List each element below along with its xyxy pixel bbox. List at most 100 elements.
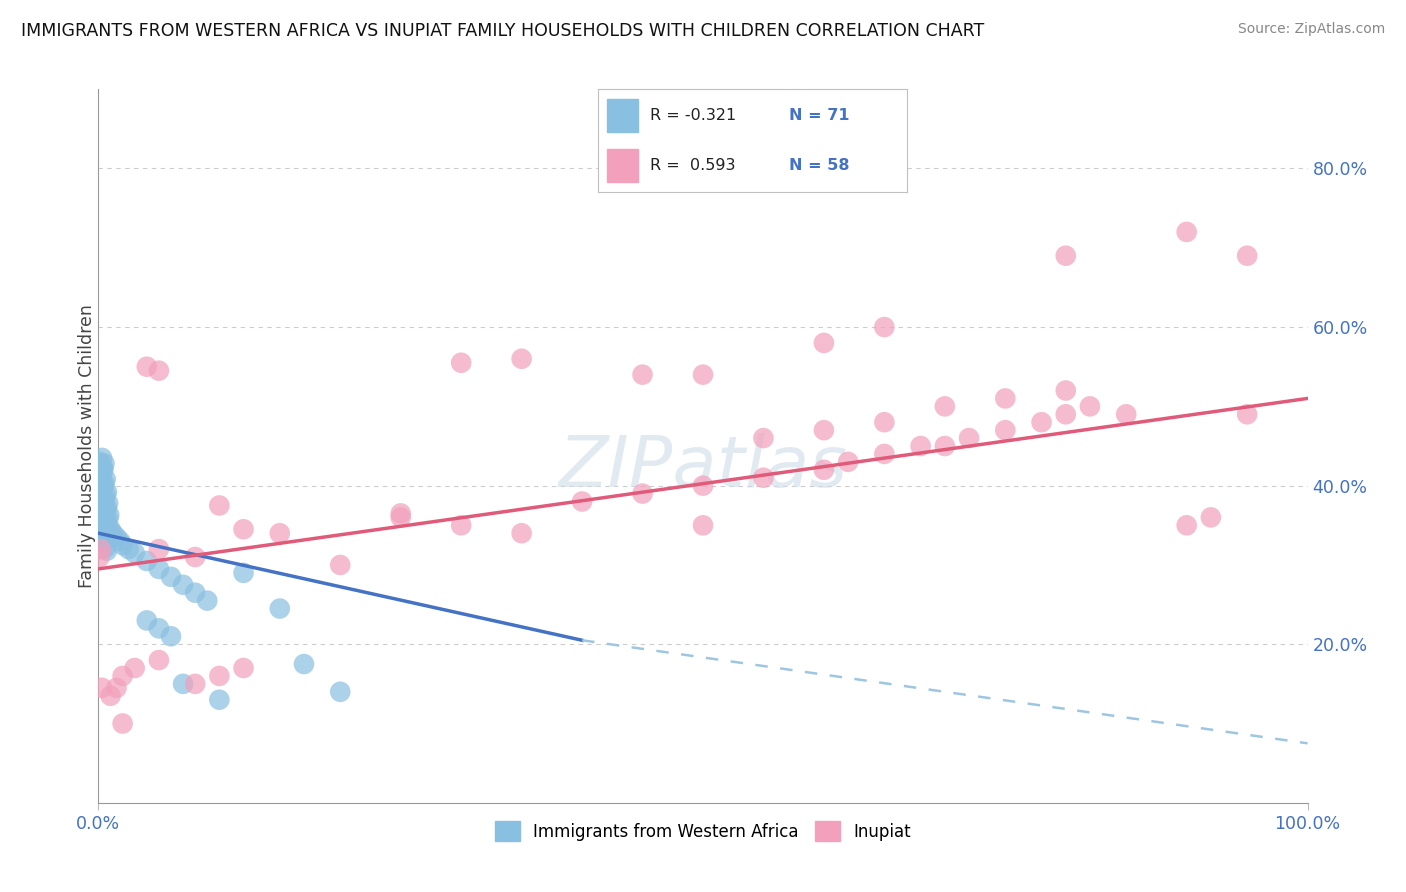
Point xyxy=(184,585,207,599)
Point xyxy=(108,534,131,549)
Text: Source: ZipAtlas.com: Source: ZipAtlas.com xyxy=(1237,22,1385,37)
Point xyxy=(91,483,114,497)
Point xyxy=(994,423,1017,437)
Point xyxy=(97,521,120,535)
Point xyxy=(208,669,231,683)
Point xyxy=(90,507,112,521)
Point xyxy=(97,512,120,526)
Point xyxy=(1054,407,1077,421)
Text: R =  0.593: R = 0.593 xyxy=(650,158,735,173)
Point xyxy=(94,488,117,502)
Point xyxy=(90,538,112,552)
Point xyxy=(89,542,111,557)
Y-axis label: Family Households with Children: Family Households with Children xyxy=(79,304,96,588)
Point xyxy=(98,508,121,522)
Point xyxy=(100,530,122,544)
Point xyxy=(571,494,593,508)
Point xyxy=(692,368,714,382)
Point xyxy=(873,447,896,461)
Point xyxy=(91,510,114,524)
Point xyxy=(160,629,183,643)
Point xyxy=(101,526,124,541)
Point xyxy=(329,558,352,572)
Point xyxy=(97,496,120,510)
Point xyxy=(1199,510,1222,524)
Text: N = 58: N = 58 xyxy=(789,158,849,173)
Point xyxy=(450,356,472,370)
Point xyxy=(91,467,114,481)
Point xyxy=(124,661,146,675)
Point xyxy=(89,471,111,485)
Point xyxy=(631,368,654,382)
Point xyxy=(1054,249,1077,263)
Point xyxy=(752,431,775,445)
Point xyxy=(90,542,112,557)
Point xyxy=(1115,407,1137,421)
Point xyxy=(89,455,111,469)
Point xyxy=(91,478,114,492)
Point xyxy=(89,518,111,533)
Point xyxy=(93,492,115,507)
Point xyxy=(96,485,118,500)
Point xyxy=(94,472,117,486)
Point xyxy=(389,507,412,521)
Point xyxy=(111,538,134,552)
Text: IMMIGRANTS FROM WESTERN AFRICA VS INUPIAT FAMILY HOUSEHOLDS WITH CHILDREN CORREL: IMMIGRANTS FROM WESTERN AFRICA VS INUPIA… xyxy=(21,22,984,40)
Point xyxy=(105,681,128,695)
Point xyxy=(91,499,114,513)
Point xyxy=(934,400,956,414)
Point xyxy=(160,570,183,584)
Point xyxy=(269,526,291,541)
Point xyxy=(96,516,118,530)
Point xyxy=(813,335,835,350)
Point xyxy=(148,621,170,635)
Point xyxy=(111,716,134,731)
Point xyxy=(94,520,117,534)
Point xyxy=(1175,518,1198,533)
Point xyxy=(89,534,111,549)
Point xyxy=(90,475,112,489)
Point xyxy=(1031,415,1053,429)
Point xyxy=(93,477,115,491)
Point xyxy=(91,526,114,541)
Point xyxy=(91,514,114,528)
Bar xyxy=(607,149,638,181)
Text: ZIPatlas: ZIPatlas xyxy=(558,433,848,502)
Point xyxy=(1054,384,1077,398)
Point xyxy=(91,535,114,549)
Point xyxy=(91,494,114,508)
Point xyxy=(813,423,835,437)
Point xyxy=(389,510,412,524)
Point xyxy=(90,530,112,544)
Point xyxy=(100,522,122,536)
Point xyxy=(91,463,114,477)
Point xyxy=(93,524,115,539)
Point xyxy=(184,677,207,691)
Point xyxy=(934,439,956,453)
Point xyxy=(232,661,254,675)
Point xyxy=(208,692,231,706)
Point xyxy=(232,522,254,536)
Point xyxy=(105,530,128,544)
Point xyxy=(118,542,141,557)
Point xyxy=(873,415,896,429)
Point xyxy=(148,653,170,667)
Point xyxy=(329,685,352,699)
Point xyxy=(94,541,117,555)
Point xyxy=(232,566,254,580)
Point xyxy=(1236,249,1258,263)
Point xyxy=(1236,407,1258,421)
Point xyxy=(172,578,194,592)
Point xyxy=(90,522,112,536)
Point xyxy=(91,461,114,475)
Point xyxy=(692,518,714,533)
Point xyxy=(692,478,714,492)
Point xyxy=(90,491,112,505)
Point xyxy=(269,601,291,615)
Point xyxy=(873,320,896,334)
Point xyxy=(91,533,114,547)
Point xyxy=(135,359,157,374)
Point xyxy=(813,463,835,477)
Point xyxy=(148,542,170,557)
Point xyxy=(89,486,111,500)
